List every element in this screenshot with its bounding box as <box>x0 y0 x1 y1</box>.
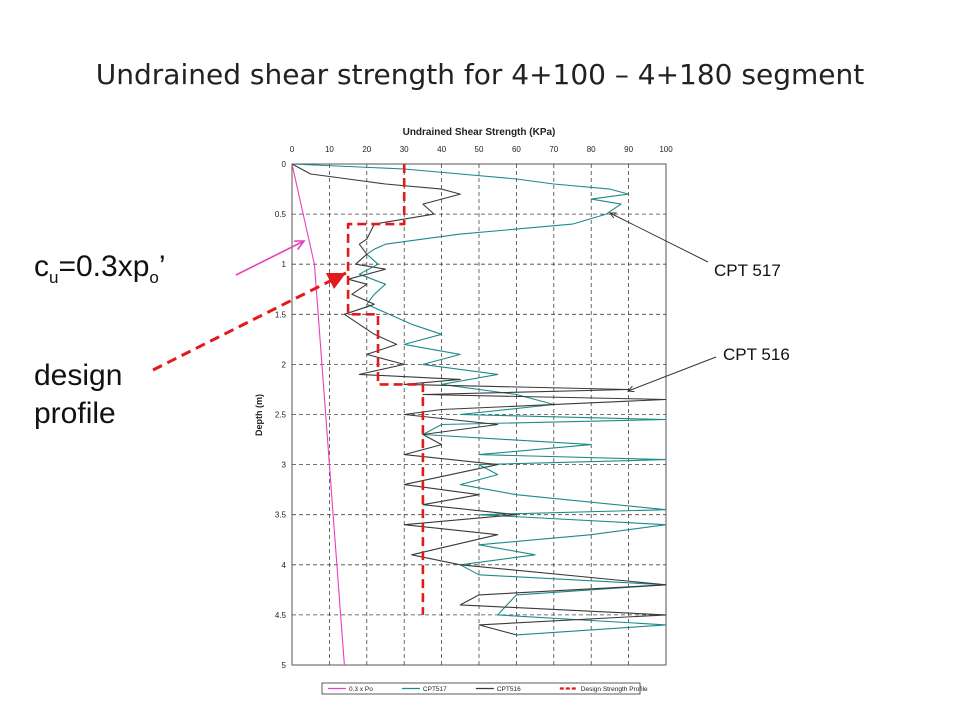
cu-formula-mid: =0.3xp <box>58 250 150 283</box>
y-tick-label: 4 <box>282 561 287 570</box>
x-tick-label: 50 <box>475 145 484 154</box>
legend: 0.3 x Po CPT517 CPT516 Design Strength Prof… <box>321 682 648 695</box>
cu-subscript: u <box>49 268 59 287</box>
y-tick-label: 2.5 <box>275 411 287 420</box>
cpt517-pointer-arrow <box>610 213 709 263</box>
x-tick-label: 0 <box>290 145 295 154</box>
x-tick-label: 90 <box>624 145 633 154</box>
slide-title: Undrained shear strength for 4+100 – 4+1… <box>95 58 865 91</box>
x-tick-label: 30 <box>400 145 409 154</box>
design-profile-label: design profile <box>34 357 174 432</box>
legend-label-cpt516: CPT516 <box>497 686 521 693</box>
y-tick-label: 4.5 <box>275 611 287 620</box>
x-tick-label: 20 <box>362 145 371 154</box>
callout-arrows <box>152 213 717 391</box>
x-tick-label: 10 <box>325 145 334 154</box>
y-tick-label: 5 <box>282 661 287 670</box>
series-line-0-3-x-po <box>291 163 345 666</box>
grid-lines <box>291 163 667 666</box>
cu-formula-label: cu=0.3xpo’ <box>34 250 166 288</box>
x-tick-label: 40 <box>437 145 446 154</box>
y-tick-label: 0.5 <box>275 210 287 219</box>
series-line-cpt516 <box>291 163 667 636</box>
series-line-cpt517 <box>291 163 667 636</box>
legend-label-design-strength-profile: Design Strength Profile <box>581 686 648 693</box>
po-subscript: o <box>149 268 159 287</box>
y-tick-label: 1 <box>282 260 287 269</box>
y-axis-label: Depth (m) <box>254 394 264 436</box>
cpt517-callout: CPT 517 <box>714 261 781 280</box>
y-tick-label: 1.5 <box>275 310 287 319</box>
legend-label-cpt517: CPT517 <box>423 686 447 693</box>
cu-symbol: c <box>34 250 49 283</box>
design-label-line2: profile <box>34 396 116 430</box>
x-tick-label: 100 <box>659 145 673 154</box>
cu-formula-tail: ’ <box>158 250 166 283</box>
x-tick-label: 70 <box>549 145 558 154</box>
series-lines <box>291 163 667 666</box>
x-tick-label: 80 <box>587 145 596 154</box>
tick-labels: 0 10 20 30 40 50 60 70 80 90 100 0 0.5 1 1.5 2 2.5 3 3.5 4 4… <box>275 145 673 670</box>
design-label-line1: design <box>34 359 123 392</box>
cpt516-callout: CPT 516 <box>723 345 790 364</box>
y-tick-label: 3.5 <box>275 511 287 520</box>
chart-title: Undrained Shear Strength (KPa) <box>403 127 556 138</box>
series-line-design-strength-profile <box>346 164 425 615</box>
legend-label-0-3-x-po: 0.3 x Po <box>349 686 373 693</box>
cu-pointer-arrow <box>235 241 304 276</box>
y-tick-label: 0 <box>282 160 287 169</box>
x-tick-label: 60 <box>512 145 521 154</box>
cpt516-pointer-arrow <box>628 356 717 391</box>
y-tick-label: 2 <box>282 360 287 369</box>
design-profile-pointer-arrow <box>152 271 347 372</box>
y-tick-label: 3 <box>282 461 287 470</box>
